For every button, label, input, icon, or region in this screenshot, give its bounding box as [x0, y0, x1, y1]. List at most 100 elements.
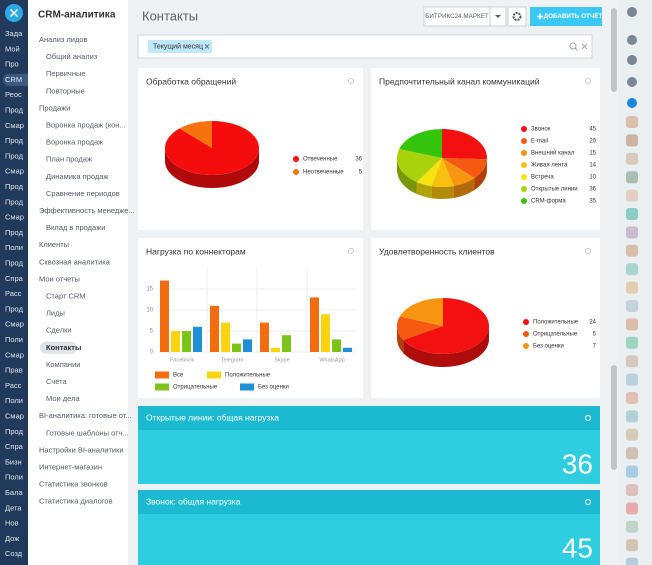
left-nav-item[interactable]: Поли — [5, 335, 23, 344]
menu-item[interactable]: Контакты — [46, 343, 81, 352]
menu-section[interactable]: Интернет-магазин — [39, 462, 102, 471]
widget-settings[interactable] — [348, 248, 354, 254]
panel-icon[interactable] — [627, 35, 637, 45]
avatar[interactable] — [626, 539, 638, 552]
widget-settings[interactable] — [348, 78, 354, 84]
menu-section[interactable]: Мои отчеты — [39, 274, 80, 283]
menu-section[interactable]: Настройки BI-аналитики — [39, 445, 124, 454]
left-nav-item[interactable]: Дож — [5, 534, 19, 543]
avatar[interactable] — [626, 484, 638, 496]
counter-settings[interactable] — [585, 415, 591, 421]
left-nav-item[interactable]: Прод — [5, 197, 24, 206]
left-nav-item[interactable]: Смар — [5, 213, 24, 222]
clear-icon[interactable] — [581, 43, 588, 50]
menu-section[interactable]: Клиенты — [39, 240, 69, 249]
left-nav-item[interactable]: Прод — [5, 427, 24, 436]
panel-icon[interactable] — [627, 77, 637, 87]
left-nav-item[interactable]: Бизн — [5, 457, 22, 466]
avatar[interactable] — [626, 171, 638, 184]
panel-icon[interactable] — [627, 55, 637, 65]
left-nav-item[interactable]: Смар — [5, 411, 24, 420]
avatar[interactable] — [626, 300, 638, 312]
left-nav-item[interactable]: Спра — [5, 442, 24, 451]
menu-section[interactable]: Статистика звонков — [39, 480, 108, 489]
avatar[interactable] — [626, 373, 638, 386]
left-nav-item[interactable]: Прод — [5, 182, 24, 191]
left-nav-item[interactable]: Прод — [5, 105, 24, 114]
menu-item[interactable]: Мои дела — [46, 394, 80, 403]
left-nav-item[interactable]: Прод — [5, 258, 24, 267]
left-nav-item[interactable]: Смар — [5, 121, 24, 130]
scroll-thumb[interactable] — [611, 365, 617, 470]
scroll-thumb[interactable] — [611, 8, 617, 92]
add-report-button[interactable] — [530, 7, 602, 26]
left-nav-item[interactable]: Нов — [5, 519, 19, 528]
panel-icon[interactable] — [627, 98, 637, 108]
counter-settings[interactable] — [585, 499, 591, 505]
menu-item[interactable]: Готовые шаблоны отч... — [46, 428, 129, 437]
left-nav-item[interactable]: Поли — [5, 396, 23, 405]
menu-section[interactable]: Статистика диалогов — [39, 497, 113, 506]
menu-item[interactable]: Динамика продаж — [46, 172, 108, 181]
avatar[interactable] — [626, 520, 638, 533]
menu-item[interactable]: Первичные — [46, 69, 86, 78]
avatar[interactable] — [626, 428, 638, 441]
avatar[interactable] — [626, 557, 638, 565]
menu-item[interactable]: Компании — [46, 360, 80, 369]
avatar[interactable] — [626, 281, 638, 294]
menu-item[interactable]: Сделки — [46, 326, 72, 335]
left-nav-item[interactable]: Расс — [5, 289, 22, 298]
left-nav-item[interactable]: Смар — [5, 320, 24, 329]
avatar[interactable] — [626, 263, 638, 276]
avatar[interactable] — [626, 447, 638, 460]
menu-section[interactable]: BI-аналитика: готовые от... — [39, 411, 132, 420]
menu-item[interactable]: Общий анализ — [46, 52, 98, 61]
left-nav-item[interactable]: Созд — [5, 549, 23, 558]
menu-section[interactable]: Продажи — [39, 103, 70, 112]
avatar[interactable] — [626, 152, 638, 165]
search-icon[interactable] — [569, 42, 577, 50]
tag-remove[interactable] — [204, 44, 210, 49]
left-nav-item[interactable]: Реос — [5, 90, 22, 99]
menu-item[interactable]: Старт CRM — [46, 291, 86, 300]
left-nav-item[interactable]: Поли — [5, 473, 23, 482]
widget-settings[interactable] — [585, 78, 591, 84]
left-nav-item[interactable]: Прод — [5, 136, 24, 145]
avatar[interactable] — [626, 355, 638, 368]
avatar[interactable] — [626, 226, 638, 239]
left-nav-item[interactable]: Прод — [5, 151, 24, 160]
avatar[interactable] — [626, 189, 638, 202]
avatar[interactable] — [626, 208, 638, 220]
menu-item[interactable]: Счета — [46, 377, 68, 386]
menu-item[interactable]: Воронка продаж — [46, 138, 103, 147]
left-nav-item[interactable]: Прод — [5, 304, 24, 313]
menu-item[interactable]: Воронка продаж (кон... — [46, 120, 126, 129]
filter-bar[interactable] — [137, 34, 593, 59]
left-nav-item[interactable]: Прав — [5, 366, 23, 375]
left-nav-item[interactable]: Смар — [5, 167, 24, 176]
left-nav-item[interactable]: Бала — [5, 488, 23, 497]
left-nav-item[interactable]: Дета — [5, 503, 22, 512]
left-nav-item[interactable]: Про — [5, 60, 19, 69]
avatar[interactable] — [626, 410, 638, 423]
settings-button[interactable] — [507, 6, 527, 27]
panel-icon[interactable] — [627, 7, 637, 17]
left-nav-item[interactable]: Мой — [5, 44, 20, 53]
menu-item[interactable]: План продаж — [46, 155, 92, 164]
menu-section[interactable]: Эффективность менедже... — [39, 206, 135, 215]
menu-item[interactable]: Вклад в продажи — [46, 223, 105, 232]
left-nav-item[interactable]: Прод — [5, 228, 24, 237]
avatar[interactable] — [626, 318, 638, 331]
menu-section[interactable]: Анализ лидов — [39, 35, 88, 44]
menu-item[interactable]: Лиды — [46, 309, 65, 318]
left-nav-item[interactable]: CRM — [5, 75, 22, 84]
avatar[interactable] — [626, 134, 638, 147]
filter-tag[interactable] — [148, 40, 212, 53]
left-nav-item[interactable]: Спра — [5, 274, 24, 283]
avatar[interactable] — [626, 336, 638, 349]
avatar[interactable] — [626, 392, 638, 404]
left-nav-item[interactable]: Зада — [5, 29, 23, 38]
menu-section[interactable]: Сквозная аналитика — [39, 257, 111, 266]
widget-settings[interactable] — [585, 248, 591, 254]
left-nav-item[interactable]: Расс — [5, 381, 22, 390]
